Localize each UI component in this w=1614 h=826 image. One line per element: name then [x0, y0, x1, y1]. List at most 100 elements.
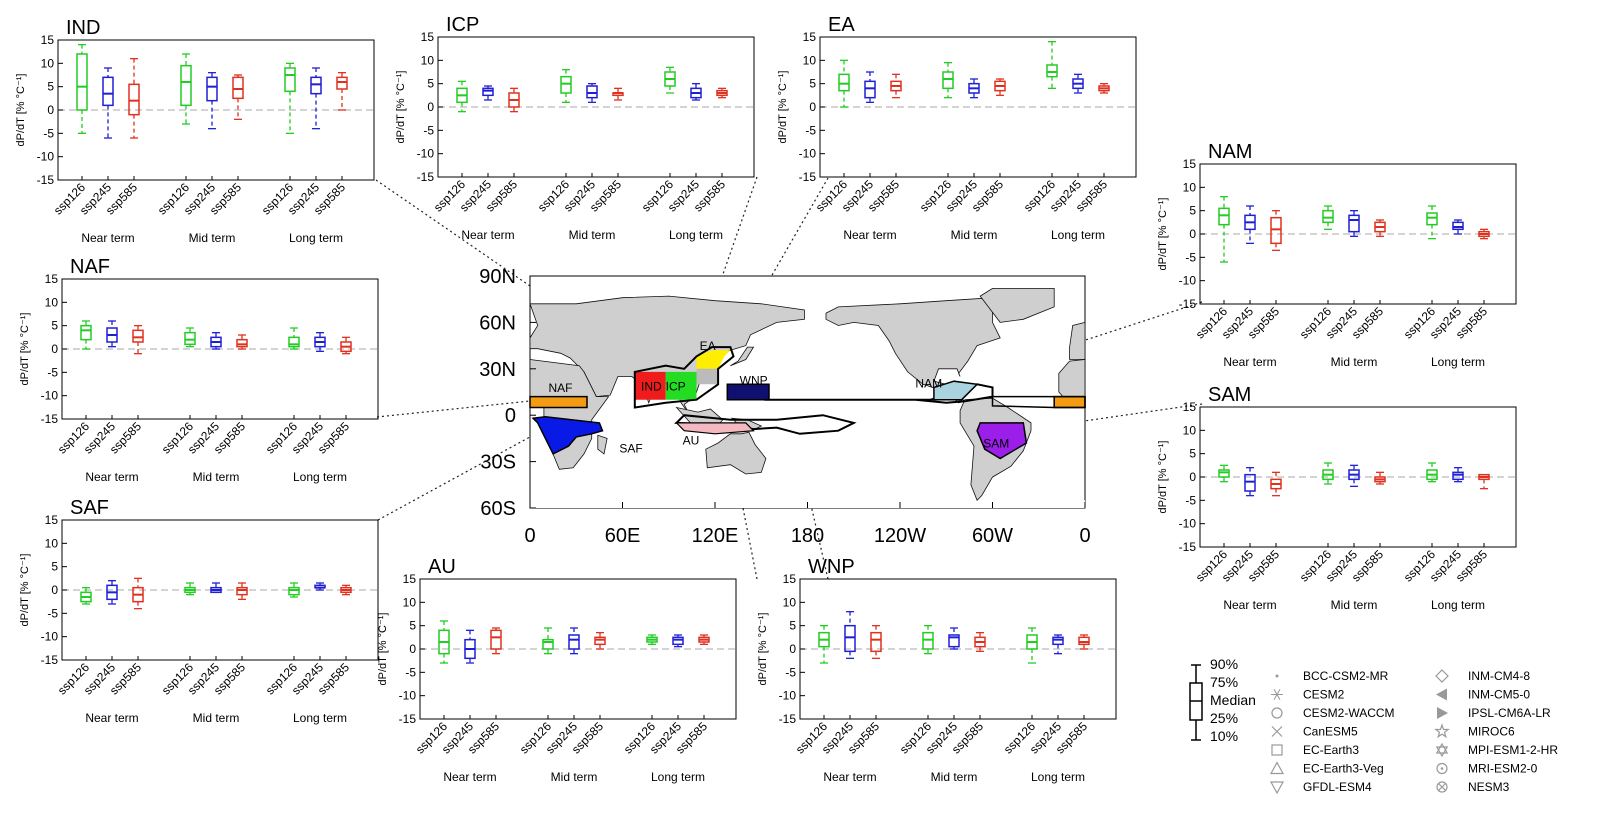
- legend-model-name: GFDL-ESM4: [1303, 780, 1372, 794]
- term-label: Near term: [81, 231, 134, 245]
- y-tick-label: 15: [1183, 157, 1197, 171]
- box-ssp245: [1452, 221, 1464, 231]
- y-tick-label: 0: [47, 103, 54, 117]
- box-ssp585: [232, 76, 244, 100]
- term-label: Near term: [461, 228, 514, 242]
- legend-model-entry: INM-CM5-0: [1436, 688, 1530, 702]
- y-tick-label: -15: [1179, 297, 1197, 311]
- box-ssp585: [236, 586, 248, 596]
- legend-model-entry: EC-Earth3-Veg: [1269, 761, 1384, 776]
- map-region-label: EA: [700, 339, 716, 353]
- y-tick-label: -5: [1185, 493, 1196, 507]
- region-saf: [531, 415, 604, 455]
- y-tick-label: -15: [799, 170, 817, 184]
- region-naf-west: [1053, 395, 1086, 409]
- marker-triangle-left: [1436, 688, 1447, 701]
- marker-hexagram: [1435, 742, 1449, 754]
- marker-triangle-up: [1269, 761, 1285, 775]
- y-tick-label: 10: [45, 295, 59, 309]
- map-region-label: NAF: [549, 381, 573, 395]
- box-ssp585: [870, 631, 882, 653]
- box-ssp585: [132, 329, 144, 343]
- world-map: NAF IND ICP EA WNP NAM SAF AU SAM 90N 60N 30N 0 30S 60…: [479, 266, 1090, 547]
- legend-model-entry: CESM2: [1271, 688, 1345, 702]
- legend-model-name: EC-Earth3: [1303, 743, 1359, 757]
- region-ea: [696, 350, 731, 369]
- islands-japan: [730, 346, 755, 367]
- box-ssp126: [942, 71, 954, 90]
- term-label: Long term: [293, 470, 347, 484]
- term-label: Long term: [1051, 228, 1105, 242]
- legend-model-entry: GFDL-ESM4: [1269, 780, 1372, 795]
- y-tick-label: 0: [409, 642, 416, 656]
- y-tick-label: 5: [409, 619, 416, 633]
- legend-model-name: IPSL-CM6A-LR: [1468, 706, 1551, 720]
- lon-label: 60E: [605, 525, 641, 547]
- y-tick-label: -5: [1185, 250, 1196, 264]
- y-axis-label: dP/dT [% °C⁻¹]: [757, 613, 769, 686]
- box-ssp585: [128, 83, 140, 116]
- legend-model-name: INM-CM5-0: [1468, 688, 1530, 702]
- y-axis-label: dP/dT [% °C⁻¹]: [15, 74, 27, 147]
- y-tick-label: -15: [41, 412, 59, 426]
- legend-model-entry: MRI-ESM2-0: [1436, 762, 1538, 776]
- marker-dot: [1275, 674, 1279, 678]
- box-ssp585: [594, 636, 606, 646]
- term-label: Mid term: [951, 228, 998, 242]
- y-tick-label: 15: [45, 272, 59, 286]
- panel-title: IND: [66, 17, 100, 39]
- box-ssp126: [1218, 207, 1230, 226]
- marker-circle-cross: [1436, 781, 1448, 793]
- box-ssp585: [1078, 636, 1090, 646]
- box-ssp245: [1052, 636, 1064, 646]
- y-tick-label: 15: [803, 30, 817, 44]
- box-ssp126: [184, 331, 196, 346]
- y-tick-label: 0: [809, 100, 816, 114]
- marker-circle-cross-lines: [1438, 783, 1446, 791]
- y-tick-label: -5: [47, 365, 58, 379]
- box-ssp126: [542, 638, 554, 650]
- box-ssp126: [922, 631, 934, 650]
- map-region-label: NAM: [915, 376, 942, 390]
- term-label: Near term: [443, 770, 496, 784]
- box-ssp126: [284, 67, 296, 93]
- lon-label: 60W: [972, 525, 1013, 547]
- box-ssp245: [482, 87, 494, 97]
- y-tick-label: -5: [785, 665, 796, 679]
- legend-box-label: 10%: [1210, 728, 1238, 744]
- term-label: Long term: [1031, 770, 1085, 784]
- island-madagascar: [597, 434, 608, 455]
- lon-label: 0: [1079, 525, 1090, 547]
- term-label: Mid term: [193, 470, 240, 484]
- box-ssp126: [80, 324, 92, 341]
- y-tick-label: 15: [783, 572, 797, 586]
- y-tick-label: -10: [799, 147, 817, 161]
- term-label: Near term: [85, 711, 138, 725]
- y-tick-label: -10: [1179, 517, 1197, 531]
- box-ssp126: [1218, 469, 1230, 478]
- y-tick-label: -15: [41, 653, 59, 667]
- y-axis-label: dP/dT [% °C⁻¹]: [777, 71, 789, 144]
- y-tick-label: 10: [41, 56, 55, 70]
- marker-circle-dot: [1436, 762, 1448, 775]
- box-ssp245: [672, 636, 684, 646]
- box-ssp585: [1270, 216, 1282, 245]
- y-tick-label: -10: [37, 150, 55, 164]
- lat-label: 90N: [479, 266, 516, 288]
- marker-asterisk: [1273, 689, 1281, 700]
- y-tick-label: -5: [47, 606, 58, 620]
- box-ssp126: [76, 53, 88, 111]
- y-tick-label: 10: [421, 53, 435, 67]
- legend-model-name: NESM3: [1468, 780, 1510, 794]
- y-tick-label: 0: [51, 583, 58, 597]
- y-tick-label: 15: [41, 33, 55, 47]
- term-label: Mid term: [1331, 355, 1378, 369]
- region-outline-asia: [633, 346, 735, 409]
- y-tick-label: 15: [421, 30, 435, 44]
- lat-label: 0: [505, 405, 516, 427]
